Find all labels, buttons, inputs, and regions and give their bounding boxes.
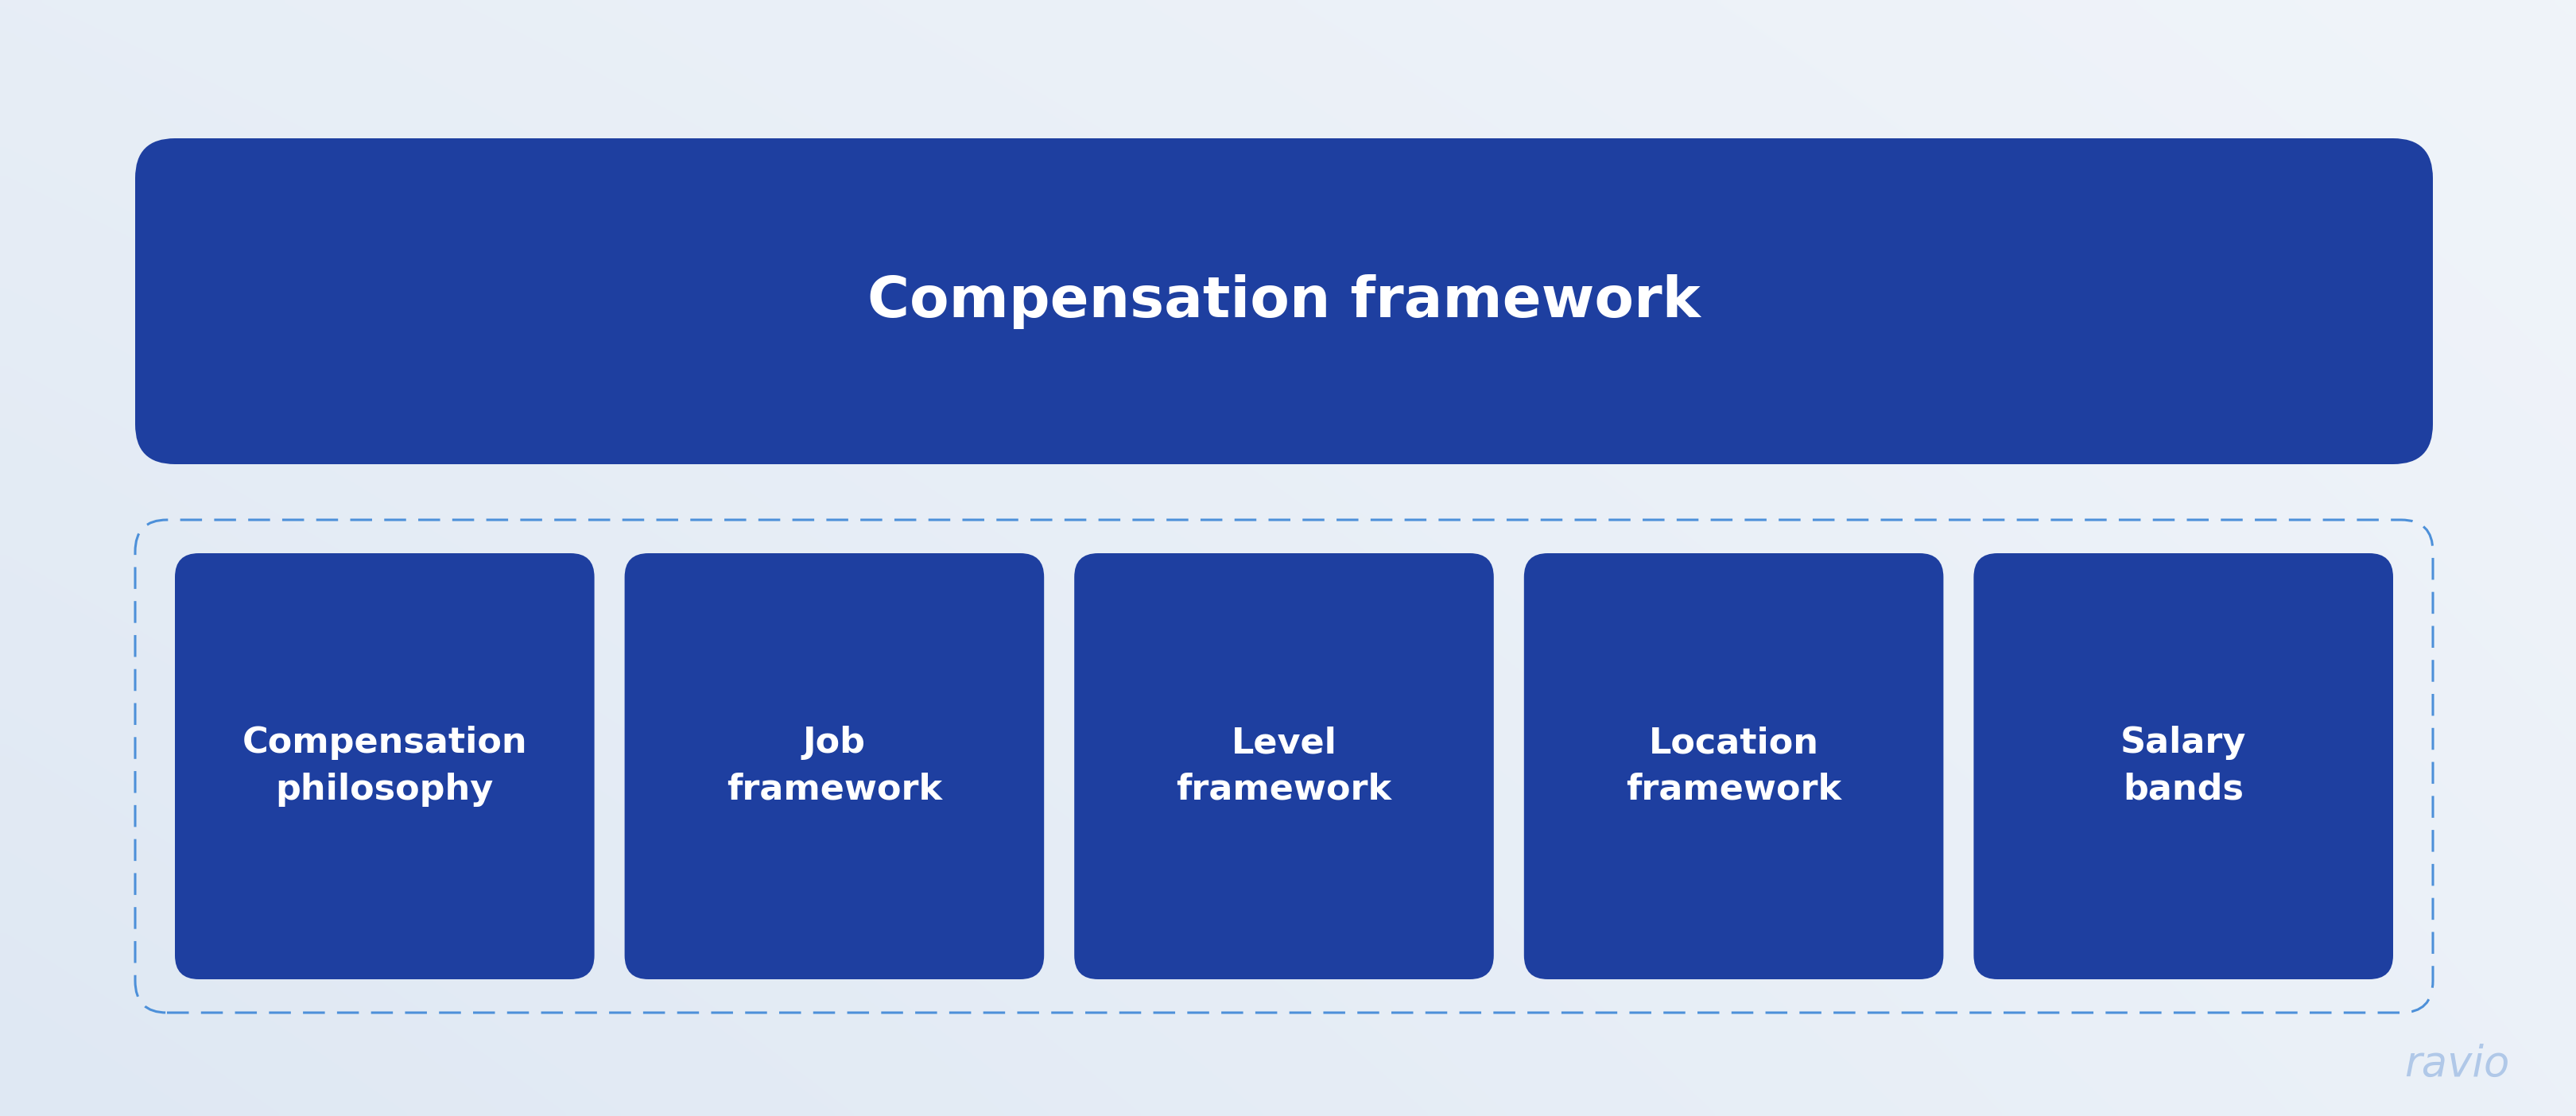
Text: Level
framework: Level framework: [1177, 727, 1391, 807]
Text: ravio: ravio: [2403, 1043, 2509, 1085]
Text: Job
framework: Job framework: [726, 727, 943, 807]
Text: Location
framework: Location framework: [1625, 727, 1842, 807]
FancyBboxPatch shape: [1525, 554, 1942, 979]
Text: Salary
bands: Salary bands: [2120, 727, 2246, 807]
FancyBboxPatch shape: [175, 554, 595, 979]
FancyBboxPatch shape: [1973, 554, 2393, 979]
Text: Compensation framework: Compensation framework: [868, 273, 1700, 329]
FancyBboxPatch shape: [134, 138, 2432, 464]
FancyBboxPatch shape: [1074, 554, 1494, 979]
FancyBboxPatch shape: [623, 554, 1043, 979]
Text: Compensation
philosophy: Compensation philosophy: [242, 727, 528, 807]
